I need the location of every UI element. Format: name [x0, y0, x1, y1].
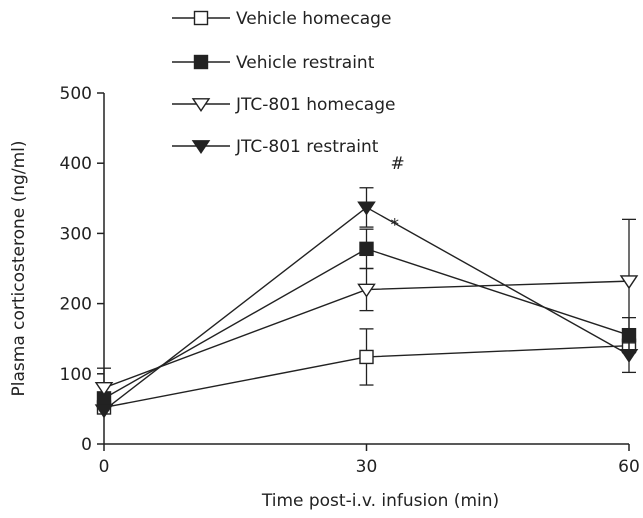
series-jtc-801-restraint [94, 187, 639, 419]
legend-marker [191, 140, 211, 155]
legend-marker [191, 98, 211, 113]
legend-marker [193, 54, 209, 70]
significance-annotation: * [391, 215, 400, 235]
data-point [357, 201, 376, 216]
series-layer [94, 187, 639, 419]
legend-entry: Vehicle restraint [172, 53, 375, 73]
y-axis-title: Plasma corticosterone (ng/ml) [9, 141, 29, 397]
data-point [359, 241, 374, 257]
x-tick-label: 0 [99, 457, 110, 477]
y-tick-label: 200 [60, 295, 92, 315]
data-point [619, 348, 639, 363]
legend-label: Vehicle restraint [236, 53, 375, 73]
x-tick-label: 60 [618, 457, 640, 477]
data-point [619, 275, 639, 290]
data-point [94, 404, 114, 419]
y-tick-label: 100 [60, 365, 92, 385]
data-point [357, 283, 376, 298]
y-tick-label: 400 [60, 154, 92, 174]
legend-label: JTC-801 restraint [235, 137, 379, 157]
legend-marker [193, 10, 209, 26]
legend: Vehicle homecage Vehicle restraint JTC-801… [172, 9, 395, 157]
legend-entry: JTC-801 restraint [172, 137, 379, 157]
y-tick-label: 0 [81, 435, 92, 455]
annotations: #* [391, 154, 405, 235]
y-tick-label: 500 [60, 84, 92, 104]
series-vehicle-homecage [96, 328, 637, 415]
data-point [94, 381, 114, 396]
data-point [359, 349, 374, 365]
significance-annotation: # [391, 154, 405, 174]
legend-entry: JTC-801 homecage [172, 95, 395, 115]
legend-label: Vehicle homecage [236, 9, 391, 29]
legend-entry: Vehicle homecage [172, 9, 391, 29]
x-tick-label: 30 [356, 457, 378, 477]
y-tick-label: 300 [60, 224, 92, 244]
legend-label: JTC-801 homecage [235, 95, 395, 115]
series-jtc-801-homecage [94, 218, 639, 409]
x-axis-title: Time post-i.v. infusion (min) [261, 491, 499, 511]
